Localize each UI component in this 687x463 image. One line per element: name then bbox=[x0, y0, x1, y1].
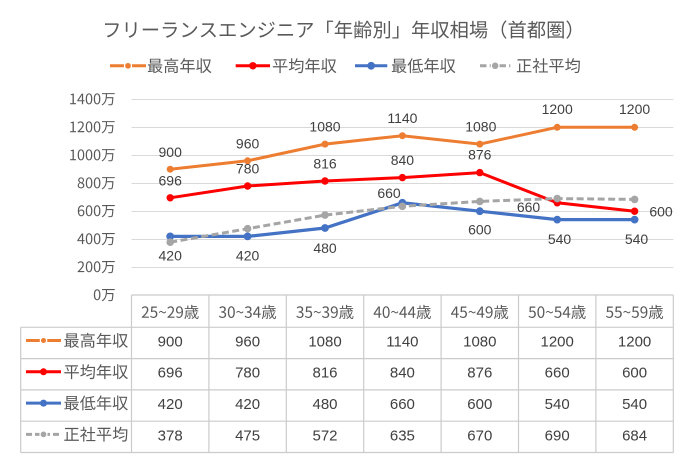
svg-text:840: 840 bbox=[390, 365, 415, 382]
svg-text:1200: 1200 bbox=[619, 101, 650, 117]
svg-text:600: 600 bbox=[649, 203, 673, 219]
svg-text:780: 780 bbox=[235, 365, 260, 382]
svg-text:420: 420 bbox=[235, 396, 260, 413]
svg-text:540: 540 bbox=[545, 396, 570, 413]
svg-text:840: 840 bbox=[391, 152, 415, 168]
svg-text:1200: 1200 bbox=[542, 101, 573, 117]
svg-text:660: 660 bbox=[390, 396, 415, 413]
svg-text:670: 670 bbox=[467, 427, 492, 444]
svg-text:816: 816 bbox=[312, 365, 337, 382]
svg-text:480: 480 bbox=[312, 396, 337, 413]
svg-text:660: 660 bbox=[517, 199, 541, 215]
svg-text:1080: 1080 bbox=[309, 119, 340, 135]
svg-text:635: 635 bbox=[390, 427, 415, 444]
svg-text:780: 780 bbox=[236, 161, 260, 177]
svg-text:660: 660 bbox=[545, 365, 570, 382]
svg-text:660: 660 bbox=[377, 185, 401, 201]
svg-text:816: 816 bbox=[313, 156, 337, 172]
svg-text:1080: 1080 bbox=[308, 333, 341, 350]
svg-text:876: 876 bbox=[468, 147, 492, 163]
svg-text:696: 696 bbox=[158, 365, 183, 382]
svg-text:960: 960 bbox=[235, 333, 260, 350]
svg-text:876: 876 bbox=[467, 365, 492, 382]
svg-text:420: 420 bbox=[159, 247, 183, 263]
svg-text:690: 690 bbox=[545, 427, 570, 444]
svg-text:1200: 1200 bbox=[618, 333, 651, 350]
svg-text:540: 540 bbox=[625, 231, 649, 247]
svg-text:900: 900 bbox=[158, 333, 183, 350]
svg-text:480: 480 bbox=[313, 240, 337, 256]
svg-text:378: 378 bbox=[158, 427, 183, 444]
svg-text:684: 684 bbox=[622, 427, 647, 444]
svg-text:696: 696 bbox=[159, 172, 183, 188]
svg-text:900: 900 bbox=[159, 144, 183, 160]
svg-text:1140: 1140 bbox=[386, 333, 418, 350]
svg-text:420: 420 bbox=[236, 247, 260, 263]
svg-text:600: 600 bbox=[468, 222, 492, 238]
svg-text:420: 420 bbox=[158, 396, 183, 413]
svg-text:1080: 1080 bbox=[463, 333, 496, 350]
svg-text:475: 475 bbox=[235, 427, 260, 444]
svg-text:540: 540 bbox=[622, 396, 647, 413]
svg-text:1140: 1140 bbox=[387, 110, 417, 126]
svg-text:1200: 1200 bbox=[541, 333, 574, 350]
svg-text:600: 600 bbox=[467, 396, 492, 413]
svg-text:540: 540 bbox=[548, 231, 572, 247]
svg-text:600: 600 bbox=[622, 365, 647, 382]
svg-text:1080: 1080 bbox=[465, 118, 496, 134]
svg-text:960: 960 bbox=[236, 136, 260, 152]
svg-text:572: 572 bbox=[312, 427, 337, 444]
